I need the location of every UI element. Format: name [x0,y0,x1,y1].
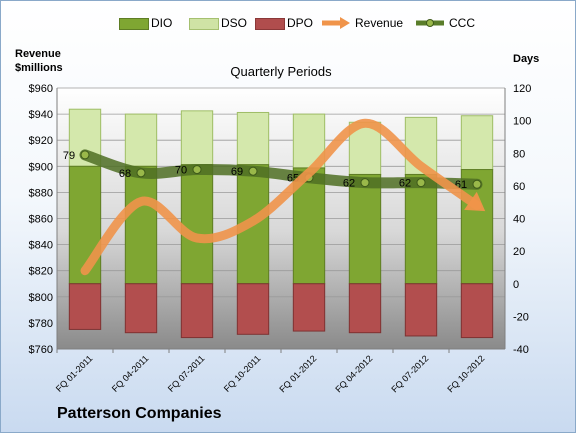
legend-arrow-icon [322,17,350,29]
right-tick-label: 100 [513,116,531,128]
x-tick-label: FQ 04-2012 [333,353,374,394]
ccc-point [192,165,202,175]
x-tick-label: FQ 07-2011 [166,353,207,394]
right-tick-label: 60 [513,181,525,193]
bar-dpo [348,283,382,334]
right-tick-label: 0 [513,279,519,291]
ccc-point [80,150,90,160]
ccc-point [248,166,258,176]
right-axis-title: Days [513,53,540,65]
ccc-line [79,149,483,190]
legend-label-dpo: DPO [287,16,314,30]
left-tick-label: $860 [29,214,53,226]
left-tick-label: $880 [29,187,53,199]
left-tick-label: $820 [29,266,53,278]
right-tick-label: -20 [513,311,529,323]
left-tick-label: $960 [29,83,53,95]
ccc-data-label: 62 [343,178,355,190]
bar-dio [124,165,158,285]
x-tick-label: FQ 01-2012 [277,353,318,394]
left-axis-title: Revenue $millions [15,47,63,75]
right-tick-label: 40 [513,214,525,226]
company-name: Patterson Companies [57,405,222,422]
legend-ccc-line-icon [416,19,444,27]
ccc-data-label: 69 [231,166,243,178]
ccc-point [360,178,370,188]
legend-swatch-dso [189,18,219,30]
ccc-point [416,178,426,188]
bar-dso [124,113,158,167]
left-axis-title-line2: $millions [15,62,63,74]
left-tick-label: $920 [29,135,53,147]
legend-label-ccc: CCC [449,16,475,30]
left-tick-label: $900 [29,161,53,173]
bar-dpo [292,283,326,332]
revenue-line [80,118,482,276]
legend-swatch-dio [119,18,149,30]
right-tick-label: 20 [513,246,525,258]
ccc-data-label: 62 [399,178,411,190]
right-tick-label: -40 [513,344,529,356]
bar-dso [180,110,214,166]
x-tick-label: FQ 01-2011 [54,353,95,394]
ccc-point [136,168,146,178]
right-tick-label: 80 [513,148,525,160]
bar-dso [460,115,494,171]
revenue-series [80,118,486,276]
left-tick-label: $940 [29,109,53,121]
revenue-arrowhead [464,191,486,212]
bar-dpo [124,283,158,334]
left-tick-label: $780 [29,318,53,330]
left-axis-title-line1: Revenue [15,48,61,60]
legend-label-dso: DSO [221,16,248,30]
bar-dpo [404,283,438,337]
chart-legend: DIO DSO DPO Revenue CCC [119,15,539,31]
ccc-point [472,179,482,189]
ccc-data-label: 79 [63,150,75,162]
right-tick-label: 120 [513,83,531,95]
x-tick-label: FQ 10-2012 [445,353,486,394]
bar-dio [348,173,382,285]
legend-swatch-dpo [255,18,285,30]
x-tick-label: FQ 07-2012 [389,353,430,394]
chart-title: Quarterly Periods [230,64,332,79]
ccc-data-label: 68 [119,168,131,180]
bar-dpo [68,283,102,330]
left-tick-label: $840 [29,240,53,252]
left-tick-label: $800 [29,292,53,304]
bar-dio [404,173,438,285]
bar-dso [236,111,270,166]
bar-dio [180,164,214,285]
bar-dpo [180,283,214,339]
legend-label-dio: DIO [151,16,173,30]
legend-label-revenue: Revenue [355,16,404,30]
x-tick-label: FQ 10-2011 [222,353,263,394]
left-tick-label: $760 [29,344,53,356]
bar-dpo [236,283,270,335]
ccc-data-label: 70 [175,165,187,177]
x-tick-label: FQ 04-2011 [110,353,151,394]
bar-dso [292,113,326,169]
bar-dpo [460,283,494,339]
